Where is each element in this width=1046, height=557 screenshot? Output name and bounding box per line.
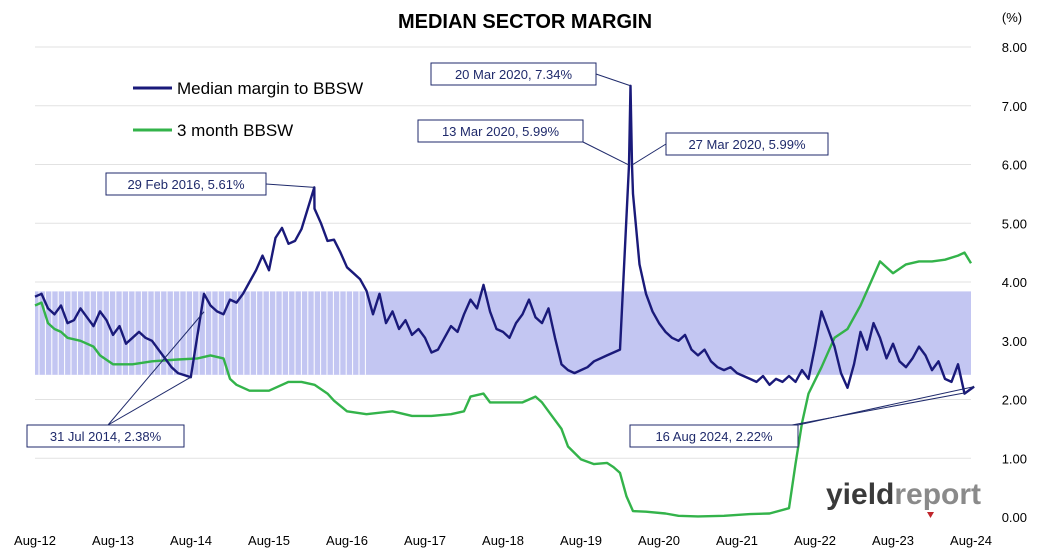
callout-box [105,172,267,196]
x-tick-label: Aug-15 [248,533,290,548]
x-tick-label: Aug-24 [950,533,992,548]
x-tick-label: Aug-13 [92,533,134,548]
y-tick-label: 8.00 [1002,40,1027,55]
callout-label: 13 Mar 2020, 5.99% [442,124,560,139]
logo-marker-icon [927,512,934,518]
logo-text-yield: yield [826,478,894,511]
y-tick-label: 2.00 [1002,393,1027,408]
callout-label: 16 Aug 2024, 2.22% [655,429,773,444]
chart-title: MEDIAN SECTOR MARGIN [398,11,652,33]
series-line-median-margin [34,84,975,395]
grid-layer [35,46,971,459]
callout-label: 31 Jul 2014, 2.38% [50,429,162,444]
callout-box [665,132,829,156]
callout-box [26,424,185,448]
x-tick-label: Aug-14 [170,533,212,548]
callout-label: 20 Mar 2020, 7.34% [455,67,573,82]
legend-label: 3 month BBSW [177,121,293,140]
x-tick-label: Aug-17 [404,533,446,548]
y-tick-label: 4.00 [1002,275,1027,290]
y-tick-label: 3.00 [1002,334,1027,349]
callout-leader [582,141,630,166]
y-tick-label: 6.00 [1002,158,1027,173]
x-tick-label: Aug-16 [326,533,368,548]
x-tick-label: Aug-18 [482,533,524,548]
callout-box [629,424,799,448]
callout-label: 27 Mar 2020, 5.99% [688,137,806,152]
svg-text:yieldreport: yieldreport [826,478,981,511]
callout-leader [265,183,315,188]
series-layer [34,84,975,518]
y-tick-label: 0.00 [1002,510,1027,525]
callout-leader [107,376,192,426]
y-tick-label: 5.00 [1002,216,1027,231]
callout-leader [595,73,631,87]
y-axis-unit: (%) [1002,10,1022,25]
logo-text-report: report [894,478,981,511]
x-tick-label: Aug-23 [872,533,914,548]
callout-box [417,119,584,143]
y-tick-labels: 0.00 1.00 2.00 3.00 4.00 5.00 6.00 7.00 8.00 [1002,40,1027,525]
callout-label: 29 Feb 2016, 5.61% [127,177,245,192]
callout-leader [791,392,967,426]
annotation-layer: 20 Mar 2020, 7.34% 13 Mar 2020, 5.99% 27 M… [26,62,975,448]
legend-label: Median margin to BBSW [177,79,363,98]
callout-leader [107,311,205,426]
y-tick-label: 1.00 [1002,451,1027,466]
x-tick-label: Aug-21 [716,533,758,548]
x-tick-labels: Aug-12 Aug-13 Aug-14 Aug-15 Aug-16 Aug-17 Aug-… [14,533,992,548]
yieldreport-logo: yieldreport [826,478,981,518]
legend: Median margin to BBSW 3 month BBSW [133,79,363,140]
callout-leader [631,143,667,166]
y-tick-label: 7.00 [1002,99,1027,114]
x-tick-label: Aug-12 [14,533,56,548]
x-tick-label: Aug-19 [560,533,602,548]
callout-box [430,62,597,86]
x-tick-label: Aug-22 [794,533,836,548]
x-tick-label: Aug-20 [638,533,680,548]
